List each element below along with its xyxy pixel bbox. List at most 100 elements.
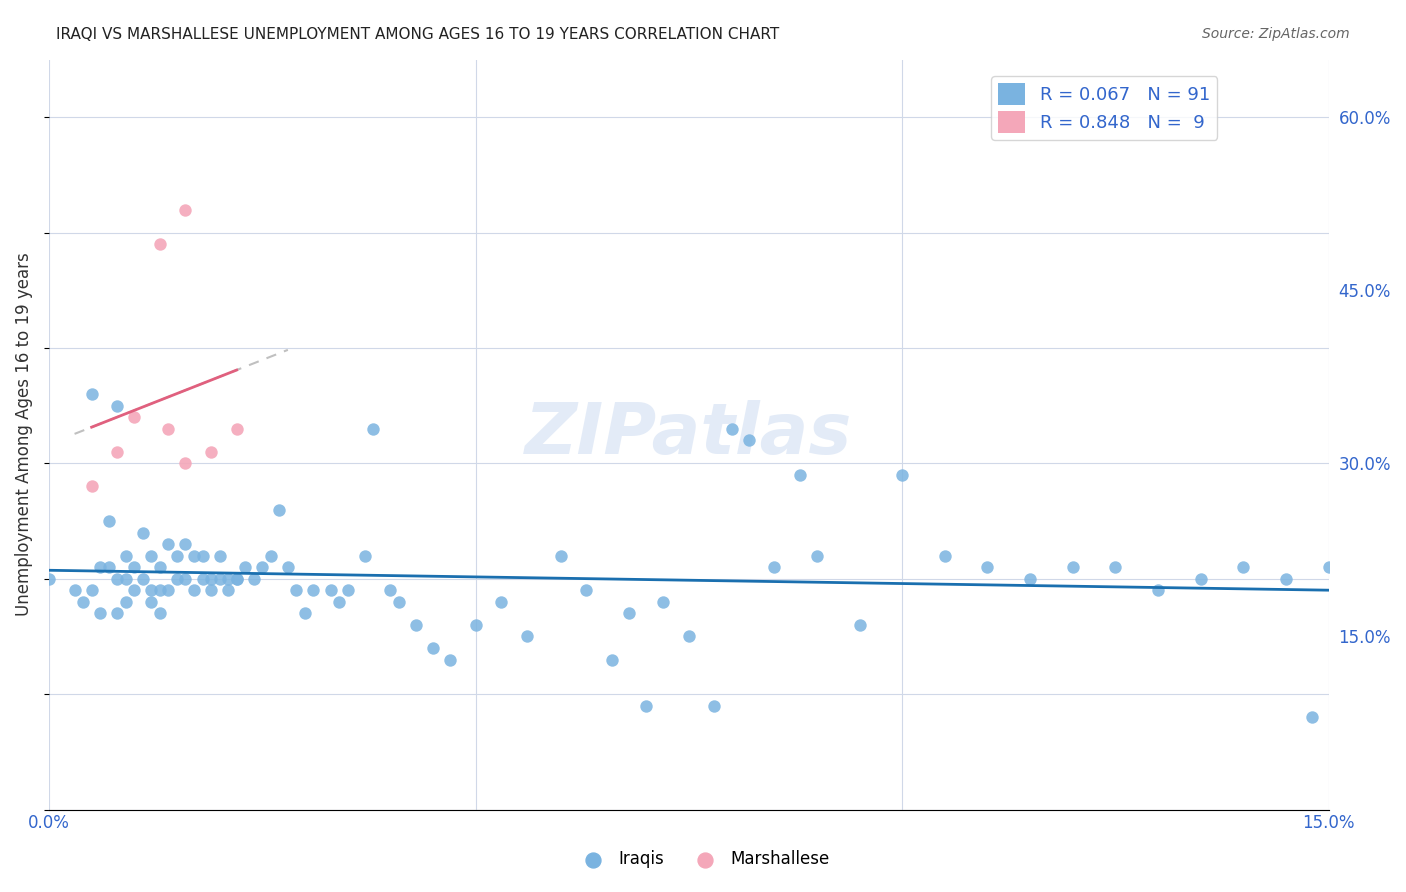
Point — [388, 595, 411, 609]
Point — [1104, 560, 1126, 574]
Text: Source: ZipAtlas.com: Source: ZipAtlas.com — [1202, 27, 1350, 41]
Point — [353, 549, 375, 563]
Point — [157, 422, 180, 436]
Point — [328, 595, 350, 609]
Point — [149, 607, 172, 621]
Point — [200, 572, 222, 586]
Point — [891, 467, 914, 482]
Point — [157, 537, 180, 551]
Point — [114, 572, 136, 586]
Point — [934, 549, 956, 563]
Point — [114, 595, 136, 609]
Point — [141, 583, 163, 598]
Point — [806, 549, 828, 563]
Point — [217, 583, 239, 598]
Text: IRAQI VS MARSHALLESE UNEMPLOYMENT AMONG AGES 16 TO 19 YEARS CORRELATION CHART: IRAQI VS MARSHALLESE UNEMPLOYMENT AMONG … — [56, 27, 779, 42]
Point — [174, 457, 197, 471]
Point — [124, 560, 146, 574]
Point — [225, 572, 247, 586]
Point — [277, 560, 299, 574]
Point — [260, 549, 283, 563]
Point — [464, 618, 486, 632]
Point — [1019, 572, 1042, 586]
Point — [105, 445, 128, 459]
Point — [141, 549, 163, 563]
Point — [737, 434, 759, 448]
Point — [124, 410, 146, 425]
Point — [848, 618, 870, 632]
Point — [285, 583, 308, 598]
Point — [242, 572, 264, 586]
Point — [149, 583, 172, 598]
Point — [439, 652, 461, 666]
Point — [191, 572, 214, 586]
Point — [114, 549, 136, 563]
Point — [636, 698, 658, 713]
Point — [63, 583, 86, 598]
Point — [166, 549, 188, 563]
Point — [1147, 583, 1170, 598]
Point — [703, 698, 725, 713]
Point — [1301, 710, 1323, 724]
Point — [72, 595, 94, 609]
Point — [1189, 572, 1212, 586]
Point — [208, 572, 231, 586]
Point — [233, 560, 256, 574]
Point — [1317, 560, 1340, 574]
Point — [132, 572, 155, 586]
Point — [89, 607, 111, 621]
Point — [149, 237, 172, 252]
Point — [380, 583, 402, 598]
Y-axis label: Unemployment Among Ages 16 to 19 years: Unemployment Among Ages 16 to 19 years — [15, 252, 32, 616]
Point — [575, 583, 598, 598]
Point — [166, 572, 188, 586]
Point — [252, 560, 274, 574]
Point — [336, 583, 359, 598]
Point — [600, 652, 623, 666]
Point — [1062, 560, 1084, 574]
Point — [174, 202, 197, 217]
Point — [149, 560, 172, 574]
Point — [617, 607, 640, 621]
Point — [80, 387, 103, 401]
Point — [157, 583, 180, 598]
Point — [208, 549, 231, 563]
Point — [132, 525, 155, 540]
Point — [174, 572, 197, 586]
Point — [141, 595, 163, 609]
Point — [789, 467, 811, 482]
Point — [976, 560, 998, 574]
Point — [294, 607, 316, 621]
Point — [319, 583, 342, 598]
Point — [405, 618, 427, 632]
Point — [105, 399, 128, 413]
Point — [225, 572, 247, 586]
Legend: Iraqis, Marshallese: Iraqis, Marshallese — [569, 844, 837, 875]
Point — [89, 560, 111, 574]
Point — [516, 630, 538, 644]
Point — [97, 560, 120, 574]
Point — [191, 549, 214, 563]
Legend: R = 0.067   N = 91, R = 0.848   N =  9: R = 0.067 N = 91, R = 0.848 N = 9 — [991, 76, 1218, 140]
Point — [183, 549, 205, 563]
Point — [361, 422, 384, 436]
Point — [720, 422, 742, 436]
Text: ZIPatlas: ZIPatlas — [526, 401, 852, 469]
Point — [174, 537, 197, 551]
Point — [80, 583, 103, 598]
Point — [105, 607, 128, 621]
Point — [200, 445, 222, 459]
Point — [80, 479, 103, 493]
Point — [217, 572, 239, 586]
Point — [1232, 560, 1254, 574]
Point — [550, 549, 572, 563]
Point — [678, 630, 700, 644]
Point — [225, 422, 247, 436]
Point — [269, 502, 291, 516]
Point — [763, 560, 786, 574]
Point — [124, 583, 146, 598]
Point — [97, 514, 120, 528]
Point — [489, 595, 512, 609]
Point — [183, 583, 205, 598]
Point — [422, 640, 444, 655]
